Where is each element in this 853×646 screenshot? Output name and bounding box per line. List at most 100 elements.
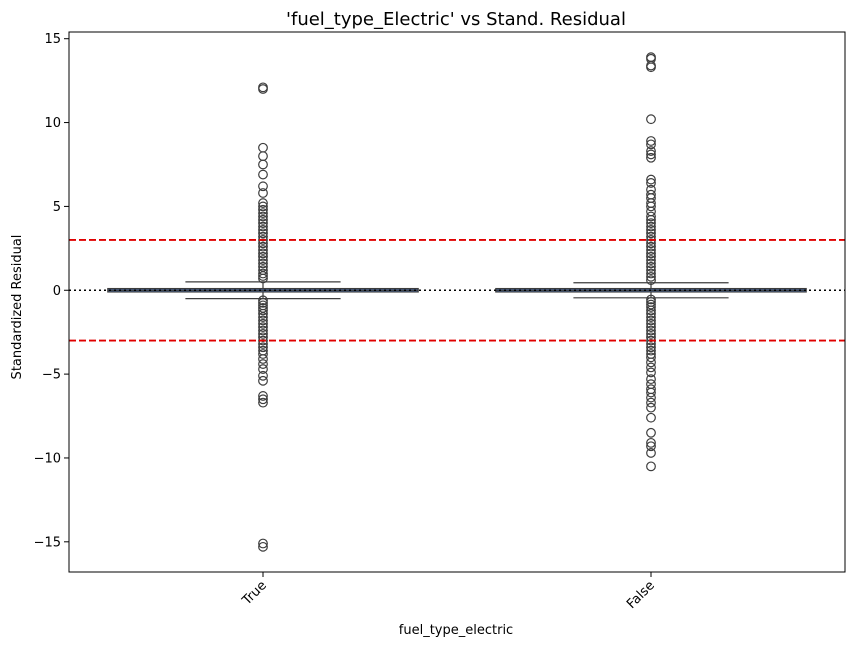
outlier-point	[646, 218, 656, 229]
outlier-point	[646, 261, 656, 272]
y-axis-label: Standardized Residual	[10, 235, 25, 380]
outlier-point	[646, 342, 656, 353]
outlier-point	[258, 245, 268, 255]
outlier-point	[258, 332, 268, 343]
outlier-point	[258, 208, 268, 219]
outlier-point	[646, 437, 656, 448]
outlier-point	[646, 248, 656, 259]
outlier-point	[646, 214, 656, 225]
outlier-point	[258, 305, 268, 316]
x-axis-label: fuel_type_electric	[399, 623, 513, 638]
y-tick-label: −10	[34, 451, 61, 466]
outlier-point	[258, 308, 268, 319]
outlier-point	[258, 349, 268, 359]
outlier-point	[258, 335, 268, 346]
outlier-point	[646, 275, 656, 286]
outlier-point	[258, 248, 268, 259]
outlier-point	[258, 255, 268, 265]
outlier-point	[258, 312, 268, 322]
outlier-point	[258, 318, 268, 329]
outlier-point	[258, 538, 268, 549]
outlier-point	[258, 211, 268, 222]
chart-title: 'fuel_type_Electric' vs Stand. Residual	[286, 9, 626, 30]
outlier-point	[646, 357, 656, 368]
outlier-point	[646, 402, 656, 413]
outlier-point	[258, 169, 268, 180]
outlier-point	[646, 152, 656, 163]
outlier-point	[258, 302, 268, 313]
outlier-point	[646, 201, 656, 212]
outlier-point	[646, 139, 656, 150]
outlier-point	[258, 541, 268, 552]
outlier-point	[646, 352, 656, 363]
outlier-point	[646, 238, 656, 249]
outlier-point	[258, 261, 268, 272]
outlier-point	[258, 231, 268, 242]
outlier-point	[646, 379, 656, 390]
outlier-point	[258, 342, 268, 353]
outlier-point	[646, 206, 656, 217]
y-tick-label: 0	[53, 284, 61, 299]
outlier-point	[258, 370, 268, 381]
outlier-point	[258, 258, 268, 269]
outlier-point	[646, 228, 656, 239]
outlier-point	[646, 345, 656, 356]
outlier-point	[646, 305, 656, 316]
outlier-point	[258, 315, 268, 326]
y-tick-label: 5	[53, 200, 61, 215]
outlier-point	[258, 159, 268, 170]
outlier-point	[646, 271, 656, 282]
outlier-point	[258, 359, 268, 369]
outlier-point	[646, 184, 656, 195]
outlier-point	[258, 339, 268, 349]
outlier-point	[646, 374, 656, 385]
outlier-point	[258, 268, 268, 279]
outlier-point	[258, 354, 268, 364]
outlier-point	[646, 312, 656, 322]
outlier-point	[646, 149, 656, 160]
outlier-point	[646, 328, 656, 339]
outlier-point	[258, 198, 268, 208]
outlier-point	[258, 251, 268, 262]
outlier-point	[646, 258, 656, 269]
outlier-point	[646, 294, 656, 305]
outlier-point	[258, 273, 268, 284]
outlier-point	[646, 339, 656, 349]
outlier-point	[646, 299, 656, 310]
outlier-point	[646, 332, 656, 343]
outlier-point	[258, 241, 268, 252]
outlier-point	[258, 394, 268, 405]
outlier-point	[646, 265, 656, 276]
outlier-point	[258, 201, 268, 212]
outlier-point	[646, 461, 656, 472]
outlier-point	[646, 362, 656, 373]
outlier-point	[258, 238, 268, 249]
y-tick-label: 10	[44, 116, 61, 131]
outlier-point	[646, 268, 656, 279]
outlier-point	[646, 174, 656, 185]
outlier-point	[646, 367, 656, 378]
outlier-point	[646, 441, 656, 452]
x-tick-label: False	[624, 578, 658, 612]
outlier-point	[646, 245, 656, 255]
outlier-point	[258, 235, 268, 245]
outlier-point	[258, 295, 268, 306]
outlier-point	[646, 231, 656, 242]
outlier-point	[258, 391, 268, 401]
outlier-point	[258, 322, 268, 333]
outlier-point	[258, 228, 268, 239]
outlier-point	[646, 325, 656, 336]
outlier-point	[646, 412, 656, 423]
outlier-point	[258, 271, 268, 281]
outlier-point	[258, 214, 268, 225]
outlier-point	[258, 204, 268, 215]
outlier-point	[258, 142, 268, 153]
outlier-point	[258, 397, 268, 408]
outlier-point	[646, 318, 656, 329]
outlier-point	[646, 241, 656, 252]
outlier-point	[646, 315, 656, 326]
outlier-point	[646, 392, 656, 403]
outlier-point	[646, 251, 656, 262]
y-tick-label: −15	[34, 535, 61, 550]
